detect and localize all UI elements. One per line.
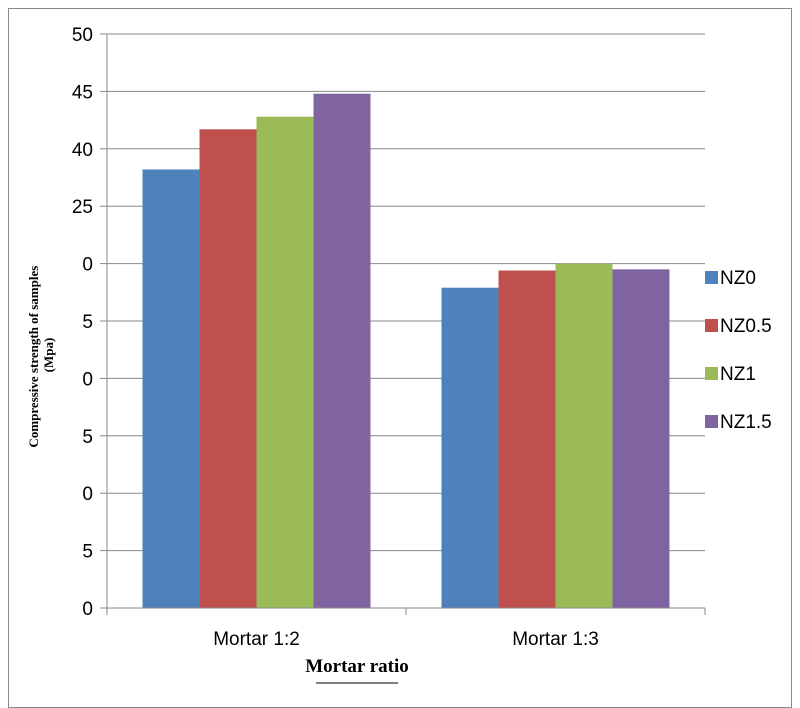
legend-swatch bbox=[705, 415, 718, 428]
y-tick-label: 5 bbox=[82, 312, 93, 333]
axes bbox=[100, 33, 706, 615]
x-category-labels: Mortar 1:2 Mortar 1:3 bbox=[213, 629, 599, 650]
legend: NZ0 NZ0.5 NZ1 NZ1.5 bbox=[705, 268, 772, 433]
bar-nz0-1 bbox=[142, 169, 200, 609]
legend-swatch bbox=[705, 367, 718, 380]
x-category-label: Mortar 1:3 bbox=[512, 629, 599, 650]
y-tick-label: 0 bbox=[82, 255, 93, 276]
y-tick-label: 5 bbox=[82, 427, 93, 448]
legend-label: NZ1.5 bbox=[720, 412, 772, 433]
legend-label: NZ0.5 bbox=[720, 316, 772, 337]
y-tick-label: 0 bbox=[82, 369, 93, 390]
y-tick-label: 45 bbox=[72, 82, 93, 103]
y-tick-label: 0 bbox=[82, 599, 93, 620]
x-category-label: Mortar 1:2 bbox=[213, 629, 300, 650]
bar-nz1-5-1 bbox=[313, 93, 371, 609]
y-tick-label: 40 bbox=[72, 140, 93, 161]
bars bbox=[142, 93, 670, 609]
bar-nz0-5-2 bbox=[498, 270, 556, 608]
bar-nz1-5-2 bbox=[612, 269, 670, 608]
y-tick-label: 25 bbox=[72, 197, 93, 218]
y-axis-label-line-1: Compressive strength of samples bbox=[26, 266, 41, 448]
y-tick-label: 50 bbox=[72, 25, 93, 46]
legend-label: NZ0 bbox=[720, 268, 756, 289]
legend-swatch bbox=[705, 319, 718, 332]
y-axis-label: Compressive strength of samples (Mpa) bbox=[26, 262, 56, 447]
x-axis-label: Mortar ratio bbox=[305, 656, 409, 677]
legend-swatch bbox=[705, 271, 718, 284]
bar-nz0-5-1 bbox=[199, 129, 257, 608]
bar-nz1-1 bbox=[256, 116, 314, 608]
y-tick-label: 0 bbox=[82, 484, 93, 505]
bar-nz0-2 bbox=[441, 287, 499, 608]
y-axis-label-line-2: (Mpa) bbox=[41, 338, 56, 373]
legend-label: NZ1 bbox=[720, 364, 756, 385]
y-tick-label: 5 bbox=[82, 542, 93, 563]
bar-nz1-2 bbox=[555, 263, 613, 608]
